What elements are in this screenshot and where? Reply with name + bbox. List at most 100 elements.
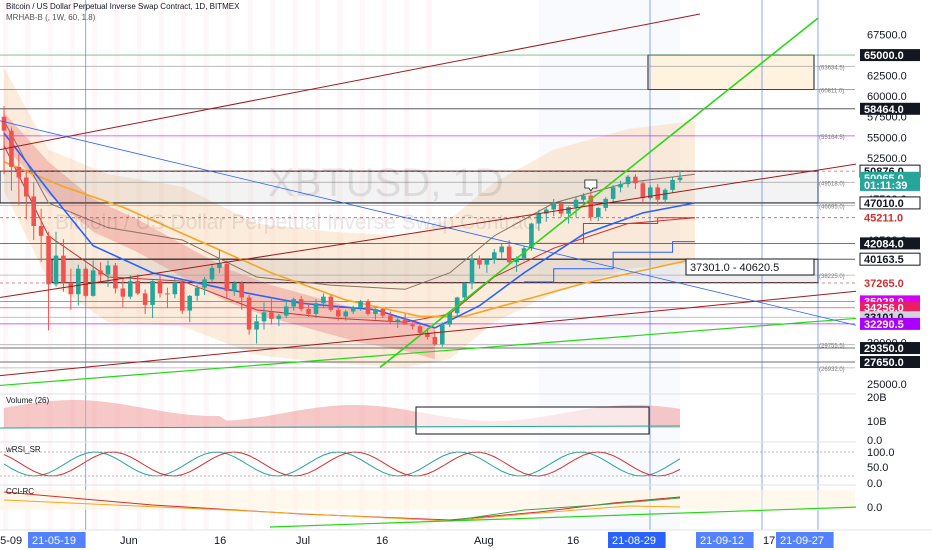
candle: [53, 255, 59, 285]
volume-axis-label: 10B: [867, 416, 887, 428]
cci-trend-line: [269, 506, 861, 528]
candle: [68, 282, 74, 295]
volume-ma-line: [0, 425, 681, 429]
cci-band: [0, 490, 855, 510]
candle: [462, 283, 467, 298]
candle: [224, 263, 230, 291]
rsi-line-fast: [3, 451, 681, 477]
green-support-line: [0, 317, 861, 387]
time-tick-label: 21-09-27: [780, 535, 824, 547]
level-note: (49518.0): [819, 181, 845, 187]
lower-band-line: [3, 145, 695, 323]
bg-stripe: [426, 0, 432, 530]
candle: [9, 130, 14, 167]
bg-stripe: [381, 0, 387, 530]
candle: [380, 309, 386, 316]
candle: [491, 252, 497, 260]
time-tick-label: 16: [376, 535, 388, 547]
price-tick-label: 60000.0: [867, 91, 907, 103]
candle: [358, 301, 363, 308]
candle: [98, 270, 103, 275]
price-label: 47010.0: [864, 198, 904, 210]
candle: [246, 297, 252, 330]
blue-downtrend-line: [0, 120, 861, 327]
bg-stripe: [248, 0, 254, 530]
price-label: 29350.0: [864, 343, 904, 355]
candle: [306, 309, 311, 314]
level-note: (29755.5): [819, 344, 845, 350]
candle: [31, 196, 37, 227]
candle: [425, 332, 430, 337]
candle: [499, 246, 505, 253]
candle: [477, 258, 482, 265]
red-channel-mid: [0, 163, 861, 298]
candle: [670, 179, 675, 190]
cci-axis-label: 0.0: [867, 502, 882, 514]
target-zone-box: [647, 54, 815, 91]
candle: [402, 319, 408, 325]
candle: [373, 309, 378, 314]
candle: [113, 265, 118, 289]
price-label-box: [860, 211, 920, 224]
candle: [276, 315, 282, 319]
price-label: 01:11:39: [864, 180, 907, 192]
candle: [514, 258, 519, 263]
candle: [105, 265, 111, 275]
price-label-box: [860, 356, 920, 369]
bg-stripe: [181, 0, 187, 530]
bg-stripe: [315, 0, 320, 530]
time-tick-label: 21-08-29: [612, 535, 656, 547]
candle: [618, 184, 623, 188]
candle: [261, 312, 267, 322]
candle: [335, 309, 341, 317]
candle: [640, 183, 646, 199]
candle: [595, 207, 601, 217]
price-label-box: [860, 317, 920, 330]
level-note: (38225.0): [819, 274, 845, 280]
candle: [321, 296, 326, 304]
price-label-box: [860, 49, 920, 62]
level-note: (46695.0): [819, 205, 845, 211]
candle: [254, 321, 259, 330]
price-tick-label: 67500.0: [867, 30, 907, 42]
bg-stripe: [159, 0, 164, 530]
time-tick-label: 21-05-19: [32, 535, 76, 547]
rsi-line-slow: [3, 451, 681, 477]
step-high-line: [538, 217, 695, 244]
cci-line-orange: [3, 499, 681, 522]
candle: [135, 281, 141, 294]
level-note: (60811.0): [819, 89, 844, 95]
candle: [172, 282, 178, 295]
time-tick-label: Aug: [474, 535, 494, 547]
time-tick-label: 17: [763, 535, 775, 547]
candle: [566, 207, 571, 214]
time-label-highlight: [776, 532, 834, 548]
bg-stripe: [136, 0, 142, 530]
candle: [269, 312, 274, 319]
candle: [573, 199, 579, 208]
bg-stripe: [270, 0, 276, 530]
candle: [38, 226, 44, 236]
bg-stripe: [69, 0, 75, 530]
price-label: 42084.0: [864, 238, 904, 250]
candle: [16, 166, 22, 178]
candle: [677, 177, 683, 180]
red-channel-low: [0, 290, 861, 377]
candle: [432, 336, 438, 345]
price-label-box: [860, 102, 920, 115]
zone-label-box: [685, 258, 815, 276]
candle: [447, 313, 453, 325]
candle: [202, 279, 207, 288]
marker-bubble: [584, 179, 598, 192]
candle: [558, 203, 564, 214]
price-label-box: [860, 301, 920, 314]
rsi-axis-label: 50.0: [867, 462, 888, 474]
candle: [662, 189, 668, 200]
price-label: 37265.0: [864, 278, 904, 290]
price-label-box: [860, 237, 920, 250]
candle: [439, 324, 445, 345]
bg-stripe: [92, 0, 98, 530]
price-label: 45211.0: [864, 213, 903, 225]
upper-band-line: [3, 120, 695, 290]
